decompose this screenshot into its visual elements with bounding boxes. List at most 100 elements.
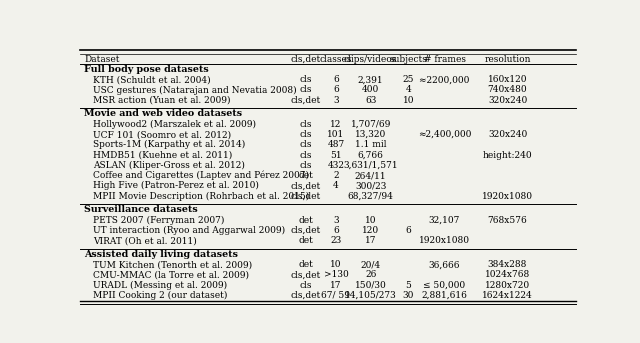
Text: 10: 10 — [330, 260, 342, 269]
Text: ≈2,400,000: ≈2,400,000 — [418, 130, 471, 139]
Text: PETS 2007 (Ferryman 2007): PETS 2007 (Ferryman 2007) — [93, 216, 224, 225]
Text: 14,105/273: 14,105/273 — [345, 291, 397, 300]
Text: cls,det: cls,det — [291, 96, 321, 105]
Text: Coffee and Cigarettes (Laptev and Pérez 2007): Coffee and Cigarettes (Laptev and Pérez … — [93, 171, 309, 180]
Text: 68,327/94: 68,327/94 — [348, 191, 394, 201]
Text: ≈2⁠200,000: ≈2⁠200,000 — [419, 75, 470, 84]
Text: 768x576: 768x576 — [488, 216, 527, 225]
Text: 1.1 mil: 1.1 mil — [355, 140, 387, 149]
Text: 26: 26 — [365, 271, 376, 280]
Text: 160x120: 160x120 — [488, 75, 527, 84]
Text: ≤ 50,000: ≤ 50,000 — [424, 281, 466, 290]
Text: 3,631/1,571: 3,631/1,571 — [343, 161, 398, 170]
Text: 3: 3 — [333, 96, 339, 105]
Text: cls: cls — [300, 281, 312, 290]
Text: 487: 487 — [327, 140, 344, 149]
Text: 150/30: 150/30 — [355, 281, 387, 290]
Text: 32,107: 32,107 — [429, 216, 460, 225]
Text: Dataset: Dataset — [84, 55, 120, 64]
Text: classes: classes — [320, 55, 352, 64]
Text: cls,det: cls,det — [291, 291, 321, 300]
Text: VIRAT (Oh et al. 2011): VIRAT (Oh et al. 2011) — [93, 236, 196, 245]
Text: 3: 3 — [333, 216, 339, 225]
Text: 1,707/69: 1,707/69 — [351, 120, 391, 129]
Text: 4: 4 — [406, 85, 412, 94]
Text: 10: 10 — [403, 96, 414, 105]
Text: det: det — [298, 171, 313, 180]
Text: cls,det: cls,det — [291, 271, 321, 280]
Text: MPII Movie Description (Rohrbach et al. 2015): MPII Movie Description (Rohrbach et al. … — [93, 191, 309, 201]
Text: 2,881,616: 2,881,616 — [422, 291, 467, 300]
Text: 51: 51 — [330, 151, 342, 159]
Text: URADL (Messing et al. 2009): URADL (Messing et al. 2009) — [93, 281, 227, 290]
Text: cls: cls — [300, 161, 312, 170]
Text: 6,766: 6,766 — [358, 151, 383, 159]
Text: cls: cls — [300, 140, 312, 149]
Text: 36,666: 36,666 — [429, 260, 460, 269]
Text: 101: 101 — [327, 130, 344, 139]
Text: 6: 6 — [406, 226, 412, 235]
Text: cls,det: cls,det — [291, 55, 321, 64]
Text: 300/23: 300/23 — [355, 181, 387, 190]
Text: Hollywood2 (Marszalek et al. 2009): Hollywood2 (Marszalek et al. 2009) — [93, 120, 256, 129]
Text: 6: 6 — [333, 85, 339, 94]
Text: 6: 6 — [333, 226, 339, 235]
Text: 17: 17 — [365, 236, 376, 245]
Text: Movie and web video datasets: Movie and web video datasets — [84, 109, 242, 118]
Text: # frames: # frames — [424, 55, 465, 64]
Text: Sports-1M (Karpathy et al. 2014): Sports-1M (Karpathy et al. 2014) — [93, 140, 245, 149]
Text: MPII Cooking 2 (our dataset): MPII Cooking 2 (our dataset) — [93, 291, 227, 300]
Text: 67/ 59: 67/ 59 — [321, 291, 351, 300]
Text: Full body pose datasets: Full body pose datasets — [84, 65, 209, 74]
Text: cls: cls — [300, 120, 312, 129]
Text: height:240: height:240 — [483, 151, 532, 159]
Text: 1624x1224: 1624x1224 — [482, 291, 533, 300]
Text: det: det — [298, 236, 313, 245]
Text: 1280x720: 1280x720 — [485, 281, 530, 290]
Text: CMU-MMAC (la Torre et al. 2009): CMU-MMAC (la Torre et al. 2009) — [93, 271, 249, 280]
Text: det: det — [298, 216, 313, 225]
Text: 264/11: 264/11 — [355, 171, 387, 180]
Text: Assisted daily living datasets: Assisted daily living datasets — [84, 250, 238, 259]
Text: 13,320: 13,320 — [355, 130, 387, 139]
Text: cls: cls — [300, 151, 312, 159]
Text: 6: 6 — [333, 75, 339, 84]
Text: det: det — [298, 260, 313, 269]
Text: 30: 30 — [403, 291, 414, 300]
Text: Surveillance datasets: Surveillance datasets — [84, 205, 198, 214]
Text: 740x480: 740x480 — [488, 85, 527, 94]
Text: cls,det: cls,det — [291, 191, 321, 201]
Text: 25: 25 — [403, 75, 414, 84]
Text: cls,det: cls,det — [291, 181, 321, 190]
Text: cls: cls — [300, 75, 312, 84]
Text: USC gestures (Natarajan and Nevatia 2008): USC gestures (Natarajan and Nevatia 2008… — [93, 85, 296, 95]
Text: UT interaction (Ryoo and Aggarwal 2009): UT interaction (Ryoo and Aggarwal 2009) — [93, 226, 285, 235]
Text: 12: 12 — [330, 120, 342, 129]
Text: 2: 2 — [333, 171, 339, 180]
Text: HMDB51 (Kuehne et al. 2011): HMDB51 (Kuehne et al. 2011) — [93, 151, 232, 159]
Text: 1920x1080: 1920x1080 — [482, 191, 533, 201]
Text: 1920x1080: 1920x1080 — [419, 236, 470, 245]
Text: 10: 10 — [365, 216, 376, 225]
Text: 4: 4 — [333, 181, 339, 190]
Text: 384x288: 384x288 — [488, 260, 527, 269]
Text: 5: 5 — [405, 281, 412, 290]
Text: KTH (Schuldt et al. 2004): KTH (Schuldt et al. 2004) — [93, 75, 211, 84]
Text: 120: 120 — [362, 226, 380, 235]
Text: UCF 101 (Soomro et al. 2012): UCF 101 (Soomro et al. 2012) — [93, 130, 231, 139]
Text: 1024x768: 1024x768 — [485, 271, 530, 280]
Text: 20/4: 20/4 — [360, 260, 381, 269]
Text: 63: 63 — [365, 96, 376, 105]
Text: clips/videos: clips/videos — [344, 55, 397, 64]
Text: 320x240: 320x240 — [488, 130, 527, 139]
Text: 23: 23 — [330, 236, 342, 245]
Text: High Five (Patron-Perez et al. 2010): High Five (Patron-Perez et al. 2010) — [93, 181, 259, 190]
Text: 2,391: 2,391 — [358, 75, 383, 84]
Text: 432: 432 — [328, 161, 344, 170]
Text: subjects: subjects — [389, 55, 428, 64]
Text: 17: 17 — [330, 281, 342, 290]
Text: TUM Kitchen (Tenorth et al. 2009): TUM Kitchen (Tenorth et al. 2009) — [93, 260, 252, 269]
Text: cls: cls — [300, 85, 312, 94]
Text: 320x240: 320x240 — [488, 96, 527, 105]
Text: ASLAN (Kliper-Gross et al. 2012): ASLAN (Kliper-Gross et al. 2012) — [93, 161, 244, 170]
